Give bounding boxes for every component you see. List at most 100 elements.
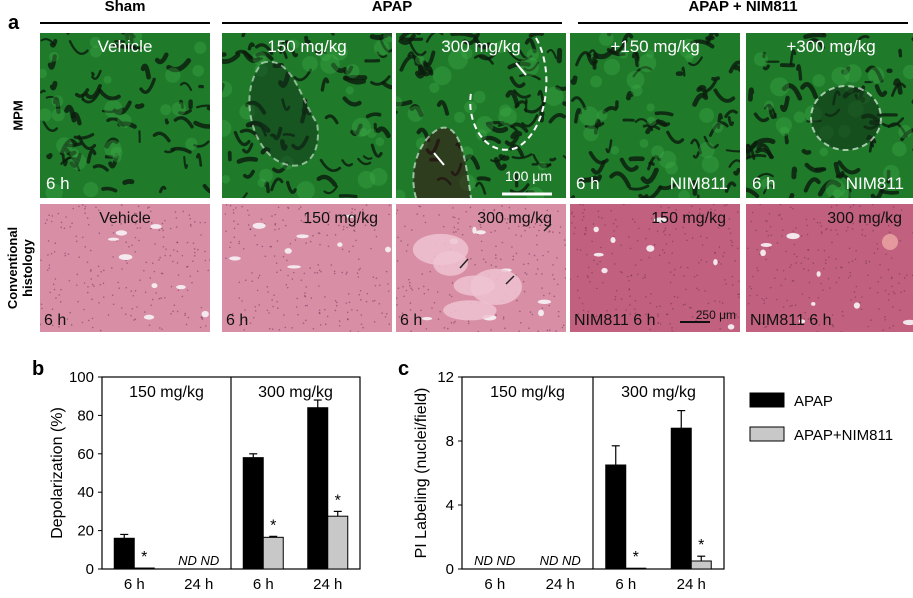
bar-apap-nim811: [625, 567, 647, 570]
group-header-apap-nim811: APAP + NIM811: [688, 0, 798, 15]
mpm-tile-title: Vehicle: [97, 37, 153, 56]
mpm-image-tile: 150 mg/kg: [222, 33, 392, 198]
y-tick-label: 12: [437, 369, 454, 386]
histology-image-tile: 300 mg/kg 6 h: [396, 204, 566, 332]
panel-c-letter: c: [398, 358, 410, 380]
histology-tile-time: 6 h: [400, 312, 423, 329]
mpm-tile-time: 6 h: [46, 174, 70, 193]
group-label: 300 mg/kg: [621, 384, 696, 401]
mpm-tile-title: +150 mg/kg: [610, 37, 700, 56]
y-tick-label: 4: [446, 497, 454, 514]
histology-texture: [570, 204, 740, 332]
y-axis-label: Depolarization (%): [49, 407, 66, 539]
histology-tile-title: 300 mg/kg: [827, 210, 902, 227]
group-header-sham: Sham: [104, 0, 146, 15]
mpm-image-tile: +150 mg/kg 6 h NIM811: [570, 33, 740, 198]
not-detected-label: ND ND: [178, 553, 219, 568]
histology-tile-title: 150 mg/kg: [651, 210, 726, 227]
bar-apap: [670, 427, 692, 570]
x-tick-label: 24 h: [546, 576, 575, 593]
row-label-mpm: MPM: [10, 100, 26, 131]
mpm-image-tile: +300 mg/kg 6 h NIM811: [746, 33, 913, 198]
bar-apap-nim811: [262, 536, 284, 570]
group-header-apap: APAP: [371, 0, 413, 15]
histology-tile-time: NIM811 6 h: [750, 312, 832, 329]
mpm-tile-treatment: NIM811: [669, 174, 728, 193]
histology-texture: [224, 204, 392, 332]
group-line-sham: [40, 22, 210, 24]
bar-apap-nim811: [327, 515, 349, 570]
histology-tile-title: 150 mg/kg: [303, 210, 378, 227]
y-tick-label: 8: [446, 433, 454, 450]
y-axis-label: PI Labeling (nuclei/field): [413, 388, 430, 559]
histology-tile-title: 300 mg/kg: [477, 210, 552, 227]
x-tick-label: 24 h: [313, 576, 342, 593]
histology-scale-label: 250 μm: [695, 308, 736, 322]
mpm-texture: [746, 33, 913, 198]
histology-image-tile: 150 mg/kg 6 h: [222, 204, 392, 332]
row-label-histology: Conventional histology: [5, 226, 35, 310]
y-tick-label: 40: [77, 484, 94, 501]
mpm-tile-time: 6 h: [576, 174, 600, 193]
histology-tile-time: 6 h: [226, 312, 249, 329]
group-label: 150 mg/kg: [490, 384, 565, 401]
x-tick-label: 6 h: [253, 576, 274, 593]
mpm-texture: [396, 33, 566, 198]
mpm-tile-title: 150 mg/kg: [267, 37, 347, 56]
y-tick-label: 20: [77, 523, 94, 540]
legend-label: APAP+NIM811: [794, 427, 893, 444]
bar-apap: [113, 537, 135, 570]
mpm-image-tile: 300 mg/kg 100 μm: [396, 33, 566, 198]
histology-tile-time: 6 h: [44, 312, 67, 329]
x-tick-label: 24 h: [184, 576, 213, 593]
histology-texture: [40, 204, 210, 332]
legend-swatch: [749, 426, 785, 442]
significance-star: *: [335, 492, 341, 509]
group-line-apap-nim811: [578, 22, 908, 24]
panel-b-letter: b: [32, 358, 45, 380]
significance-star: *: [141, 549, 147, 566]
y-tick-label: 0: [86, 561, 94, 578]
y-tick-label: 60: [77, 446, 94, 463]
y-tick-label: 0: [446, 561, 454, 578]
bar-apap: [242, 457, 264, 570]
significance-star: *: [270, 517, 276, 534]
not-detected-label: ND ND: [540, 553, 581, 568]
legend-swatch: [749, 392, 785, 408]
significance-star: *: [633, 549, 639, 566]
histology-texture: [746, 204, 913, 332]
group-line-apap: [222, 22, 562, 24]
histology-texture: [396, 205, 566, 332]
mpm-texture: [570, 33, 740, 198]
mpm-scale-label: 100 μm: [505, 168, 552, 184]
histology-image-tile: 150 mg/kg NIM811 6 h 250 μm: [570, 204, 740, 332]
x-tick-label: 6 h: [124, 576, 145, 593]
bar-apap-nim811: [133, 567, 155, 570]
bar-apap-nim811: [690, 560, 712, 570]
group-label: 300 mg/kg: [258, 384, 333, 401]
histology-image-tile: Vehicle 6 h: [40, 204, 210, 332]
x-tick-label: 24 h: [677, 576, 706, 593]
bar-apap: [605, 464, 627, 570]
y-tick-label: 80: [77, 407, 94, 424]
mpm-tile-treatment: NIM811: [845, 174, 904, 193]
panel-a-letter: a: [8, 12, 20, 34]
chart-pi-labeling: 0 4 8 12 PI Labeling (nuclei/field) 150 mg/kg…: [413, 369, 893, 593]
bar-apap: [307, 407, 329, 570]
group-label: 150 mg/kg: [129, 384, 204, 401]
y-tick-label: 100: [69, 369, 94, 386]
legend-label: APAP: [794, 393, 833, 410]
x-tick-label: 6 h: [615, 576, 636, 593]
not-detected-label: ND ND: [474, 553, 515, 568]
chart-depolarization: 0 20 40 60 80 100 Depolarization (%) 150 mg/kg 3…: [49, 369, 361, 593]
significance-star: *: [698, 537, 704, 554]
mpm-tile-title: 300 mg/kg: [441, 37, 521, 56]
mpm-texture: [40, 33, 210, 198]
mpm-tile-title: +300 mg/kg: [786, 37, 876, 56]
histology-tile-time: NIM811 6 h: [574, 312, 656, 329]
histology-tile-title: Vehicle: [99, 210, 151, 227]
mpm-image-tile: Vehicle 6 h: [40, 33, 210, 198]
mpm-tile-time: 6 h: [752, 174, 776, 193]
x-tick-label: 6 h: [484, 576, 505, 593]
histology-image-tile: 300 mg/kg NIM811 6 h: [746, 204, 913, 332]
